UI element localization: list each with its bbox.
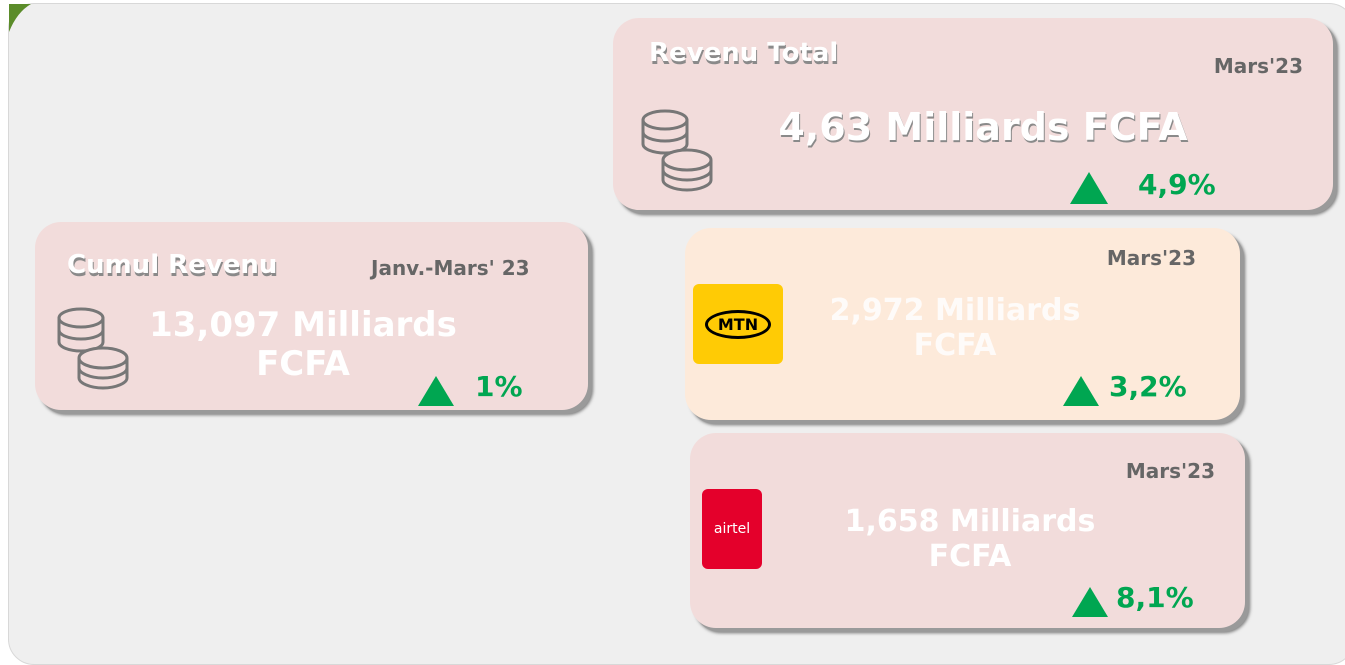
card-value: 13,097 Milliards FCFA: [149, 305, 457, 385]
logo-text: MTN: [704, 309, 772, 339]
card-period: Mars'23: [1125, 459, 1215, 483]
up-arrow: [1070, 172, 1108, 204]
card-change: 4,9%: [1138, 168, 1216, 201]
up-arrow: [418, 376, 454, 406]
page: Revenu Total Mars'23 4,63 Milliards FCFA…: [8, 3, 1345, 665]
card-period: Mars'23: [1106, 246, 1196, 270]
coins-icon: [57, 307, 129, 390]
logo-text: airtel: [713, 521, 751, 537]
card-change: 1%: [475, 370, 523, 403]
card: Revenu Total Mars'23 4,63 Milliards FCFA…: [613, 18, 1333, 210]
card: Mars'23 MTN 2,972 Milliards FCFA 3,2%: [685, 228, 1240, 420]
card-title: Revenu Total: [649, 38, 839, 68]
card-value: 2,972 Milliards FCFA: [829, 293, 1081, 363]
airtel-logo: airtel: [702, 489, 762, 569]
up-arrow: [1072, 587, 1108, 617]
card-value: 4,63 Milliards FCFA: [778, 105, 1188, 149]
up-arrow: [1063, 376, 1099, 406]
card-period: Janv.-Mars' 23: [371, 256, 530, 280]
card-period: Mars'23: [1213, 54, 1303, 78]
corner-accent: [9, 4, 31, 32]
card-change: 3,2%: [1109, 370, 1187, 403]
card: Cumul Revenu Janv.-Mars' 23 13,097 Milli…: [35, 222, 588, 410]
card-change: 8,1%: [1116, 581, 1194, 614]
coins-icon: [641, 109, 713, 192]
card: Mars'23 airtel 1,658 Milliards FCFA 8,1%: [690, 433, 1245, 628]
card-title: Cumul Revenu: [67, 250, 278, 280]
mtn-logo: MTN: [693, 284, 783, 364]
card-value: 1,658 Milliards FCFA: [844, 504, 1096, 574]
